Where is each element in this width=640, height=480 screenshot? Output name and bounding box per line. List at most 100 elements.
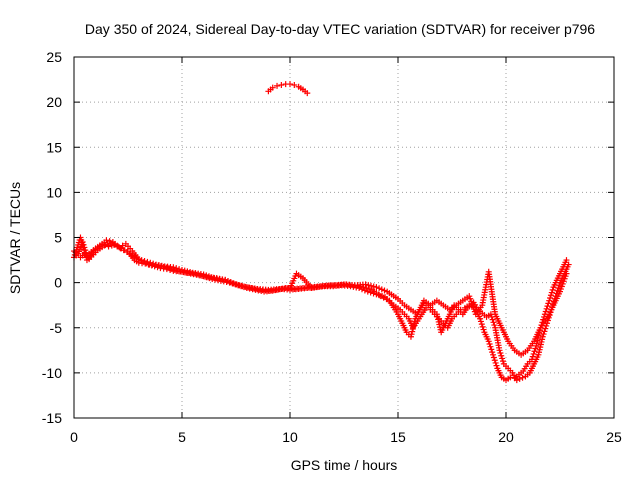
series-fill-a xyxy=(73,239,572,384)
data-point xyxy=(209,276,216,283)
data-point xyxy=(545,300,552,307)
x-tick-label: 0 xyxy=(70,429,78,445)
data-point xyxy=(101,242,108,249)
data-point xyxy=(485,338,492,345)
data-point xyxy=(565,261,572,268)
data-point xyxy=(542,325,549,332)
y-tick-label: 20 xyxy=(46,94,62,110)
data-point xyxy=(269,84,276,91)
data-point xyxy=(497,350,504,357)
data-point xyxy=(269,287,276,294)
data-point xyxy=(347,283,354,290)
data-point xyxy=(258,288,265,295)
data-point xyxy=(477,315,484,322)
data-point xyxy=(362,281,369,288)
data-point xyxy=(226,279,233,286)
y-axis-label: SDTVAR / TECUs xyxy=(7,182,23,294)
data-point xyxy=(491,322,498,329)
data-point xyxy=(487,311,494,318)
data-point xyxy=(356,285,363,292)
data-point xyxy=(489,349,496,356)
data-point xyxy=(487,343,494,350)
data-point xyxy=(378,286,385,293)
x-tick-label: 10 xyxy=(282,429,298,445)
data-point xyxy=(480,326,487,333)
data-point xyxy=(166,265,173,272)
data-point xyxy=(546,297,553,304)
data-point xyxy=(489,316,496,323)
data-point xyxy=(137,257,144,264)
data-point xyxy=(540,331,547,338)
data-point xyxy=(530,350,537,357)
data-point xyxy=(103,237,110,244)
data-point xyxy=(200,273,207,280)
data-point xyxy=(368,282,374,289)
data-point xyxy=(143,260,150,267)
data-point xyxy=(543,305,550,312)
x-tick-label: 5 xyxy=(178,429,186,445)
data-point xyxy=(243,285,250,292)
x-axis-ticks: 0 5 10 15 20 25 xyxy=(70,57,622,445)
series-upper xyxy=(71,234,570,358)
data-point xyxy=(457,306,464,313)
data-point xyxy=(552,293,559,300)
data-point xyxy=(232,281,239,288)
data-point xyxy=(120,247,127,254)
data-point xyxy=(240,284,247,291)
x-tick-label: 20 xyxy=(498,429,514,445)
data-point xyxy=(499,358,506,365)
data-point xyxy=(249,286,256,293)
data-point xyxy=(551,295,558,302)
data-point xyxy=(235,282,242,289)
data-point xyxy=(519,374,526,381)
data-point xyxy=(194,271,201,278)
data-point xyxy=(107,239,114,246)
data-point xyxy=(544,303,551,310)
data-point xyxy=(490,351,497,358)
data-point xyxy=(376,292,383,299)
data-point xyxy=(423,304,430,311)
data-point xyxy=(381,287,388,294)
data-point xyxy=(477,318,484,325)
data-point xyxy=(272,287,279,294)
data-point xyxy=(479,323,486,330)
data-point xyxy=(365,282,372,289)
y-tick-label: 0 xyxy=(54,275,62,291)
data-point xyxy=(287,81,293,88)
data-point xyxy=(547,292,554,299)
data-point xyxy=(238,283,245,290)
data-point xyxy=(229,280,236,287)
data-point xyxy=(157,263,164,270)
data-point xyxy=(217,277,224,284)
data-point xyxy=(246,285,253,292)
data-point xyxy=(549,303,556,310)
data-point xyxy=(278,81,285,88)
data-point xyxy=(544,317,551,324)
x-tick-label: 15 xyxy=(390,429,406,445)
data-point xyxy=(490,319,497,326)
data-point xyxy=(548,306,555,313)
data-point xyxy=(197,272,204,279)
data-point xyxy=(492,359,499,366)
data-point xyxy=(174,267,181,274)
chart-title: Day 350 of 2024, Sidereal Day-to-day VTE… xyxy=(85,21,595,37)
data-point xyxy=(359,286,365,293)
data-point xyxy=(513,377,520,384)
data-point xyxy=(163,264,170,271)
y-tick-label: -15 xyxy=(42,410,62,426)
data-point xyxy=(110,241,117,248)
data-point xyxy=(180,269,187,276)
data-point xyxy=(255,287,262,294)
data-point xyxy=(370,283,377,290)
data-point xyxy=(531,348,538,355)
data-point xyxy=(177,268,184,275)
data-point xyxy=(155,262,162,269)
data-point xyxy=(373,284,380,291)
data-point xyxy=(499,355,506,362)
data-point xyxy=(547,294,554,301)
series-arc xyxy=(265,81,311,97)
data-point xyxy=(543,322,550,329)
data-point xyxy=(123,248,130,255)
data-point xyxy=(498,352,505,359)
